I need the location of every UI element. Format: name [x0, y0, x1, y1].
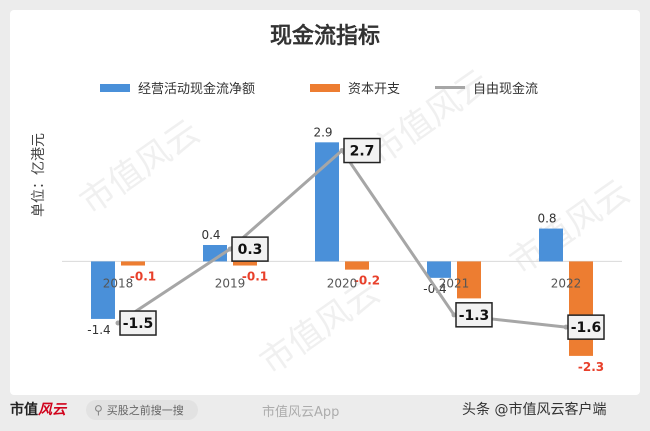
bar-capex — [457, 261, 481, 299]
legend-line — [435, 86, 465, 89]
chart-title: 现金流指标 — [269, 24, 380, 49]
bar-capex — [345, 261, 369, 270]
legend-swatch — [310, 83, 340, 92]
footer-bar: 市值风云 ⚲ 买股之前搜一搜 市值风云App 头条 @市值风云客户端 — [0, 395, 650, 431]
legend-label: 经营活动现金流净额 — [138, 82, 256, 97]
brand-logo: 市值风云 — [10, 399, 80, 421]
x-tick-label: 2022 — [551, 276, 582, 290]
legend-item-operating-cash-flow: 经营活动现金流净额 — [100, 78, 255, 97]
data-label-box-free-cash-flow — [119, 310, 157, 336]
line-free-cash-flow — [117, 149, 567, 329]
logo-accent: 风云 — [38, 402, 66, 418]
data-label-box-free-cash-flow — [455, 302, 493, 328]
data-label-free-cash-flow: -1.6 — [571, 320, 602, 336]
weibo-watermark: 市值风云App — [262, 405, 340, 420]
bar-operating-cash-flow — [203, 245, 227, 262]
legend-label: 资本开支 — [348, 82, 401, 97]
search-icon: ⚲ — [94, 403, 103, 417]
bar-operating-cash-flow — [91, 261, 115, 319]
data-label-operating-cash-flow: 0.4 — [201, 228, 220, 242]
data-label-free-cash-flow: 2.7 — [350, 144, 375, 160]
logo-text: 市值 — [10, 402, 38, 418]
data-label-capex: -0.2 — [354, 274, 380, 288]
source-credit: 头条 @市值风云客户端 — [462, 402, 607, 418]
data-label-capex: -0.1 — [130, 270, 156, 284]
bar-capex — [233, 261, 257, 266]
x-tick-label: 2019 — [215, 276, 246, 290]
legend-item-capex: 资本开支 — [310, 78, 400, 97]
data-label-free-cash-flow: 0.3 — [238, 242, 263, 258]
chart-legend: 经营活动现金流净额 资本开支 自由现金流 — [100, 78, 580, 98]
data-label-capex: -0.1 — [242, 270, 268, 284]
bar-operating-cash-flow — [427, 261, 451, 278]
search-input[interactable]: ⚲ 买股之前搜一搜 — [86, 400, 198, 420]
bar-operating-cash-flow — [539, 228, 563, 262]
bar-capex — [569, 261, 593, 356]
data-label-free-cash-flow: -1.5 — [123, 316, 154, 332]
bar-operating-cash-flow — [315, 142, 339, 262]
data-label-operating-cash-flow: 2.9 — [313, 125, 332, 139]
data-label-box-free-cash-flow — [231, 236, 269, 262]
data-label-box-free-cash-flow — [567, 314, 605, 340]
data-label-free-cash-flow: -1.3 — [459, 308, 490, 324]
data-label-operating-cash-flow: 0.8 — [537, 212, 556, 226]
x-tick-label: 2018 — [103, 276, 134, 290]
x-tick-label: 2021 — [439, 276, 470, 290]
legend-swatch — [100, 83, 130, 92]
bar-capex — [121, 261, 145, 266]
data-label-box-free-cash-flow — [343, 137, 381, 164]
search-placeholder: 买股之前搜一搜 — [106, 404, 184, 417]
legend-label: 自由现金流 — [473, 82, 539, 97]
legend-item-free-cash-flow: 自由现金流 — [435, 78, 538, 97]
x-tick-label: 2020 — [327, 276, 358, 290]
data-label-capex: -2.3 — [578, 360, 604, 374]
data-label-operating-cash-flow: -1.4 — [87, 323, 110, 337]
